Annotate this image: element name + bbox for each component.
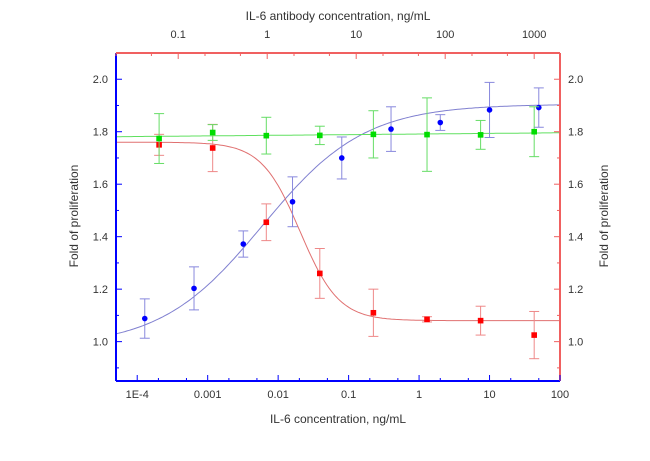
data-point xyxy=(477,317,484,324)
y-tick-label: 1.0 xyxy=(93,337,108,349)
data-point xyxy=(263,132,270,139)
data-point xyxy=(370,131,377,138)
data-point xyxy=(531,332,537,338)
x-tick-label: 0.01 xyxy=(267,389,288,401)
fit-curve-series-1 xyxy=(116,141,560,322)
data-point xyxy=(209,145,216,151)
x-tick-label: 0.1 xyxy=(341,389,356,401)
data-point xyxy=(141,315,148,322)
x-axis-label: IL-6 concentration, ng/mL xyxy=(270,412,406,426)
data-point xyxy=(156,135,162,142)
data-point xyxy=(531,128,537,135)
y2-tick-label: 1.8 xyxy=(568,127,583,139)
x2-tick-label: 1000 xyxy=(522,29,546,41)
y2-tick-label: 1.0 xyxy=(568,337,583,349)
y-tick-label: 1.2 xyxy=(93,284,108,296)
y-tick-label: 1.8 xyxy=(93,127,108,139)
y-axis-label: Fold of proliferation xyxy=(67,165,81,268)
data-point xyxy=(338,155,345,161)
x2-axis-label: IL-6 antibody concentration, ng/mL xyxy=(246,9,431,23)
data-point xyxy=(424,131,430,138)
y2-tick-label: 2.0 xyxy=(568,74,583,86)
x2-tick-label: 1 xyxy=(264,29,270,41)
x-tick-label: 0.001 xyxy=(194,389,222,401)
data-point xyxy=(209,129,216,136)
y-tick-label: 2.0 xyxy=(93,74,108,86)
data-point xyxy=(424,316,430,323)
fit-curve-series-2 xyxy=(116,132,560,138)
data-point xyxy=(437,119,444,126)
data-point xyxy=(191,285,197,292)
data-point xyxy=(370,309,377,316)
x2-tick-label: 100 xyxy=(436,29,454,41)
y2-tick-label: 1.6 xyxy=(568,179,583,191)
x2-tick-label: 0.1 xyxy=(171,29,186,41)
data-point xyxy=(388,126,394,132)
y2-tick-label: 1.4 xyxy=(568,232,583,244)
y2-tick-label: 1.2 xyxy=(568,284,583,296)
x2-tick-label: 10 xyxy=(350,29,362,41)
data-point xyxy=(240,241,247,247)
data-point xyxy=(263,219,270,226)
x-tick-label: 1E-4 xyxy=(126,389,149,401)
data-point xyxy=(289,198,296,205)
data-point xyxy=(317,270,323,277)
y2-axis-label: Fold of proliferation xyxy=(597,165,611,268)
x-tick-label: 10 xyxy=(483,389,495,401)
data-point xyxy=(486,107,493,113)
data-point xyxy=(317,132,323,139)
x-tick-label: 100 xyxy=(551,389,569,401)
y-tick-label: 1.6 xyxy=(93,179,108,191)
data-point xyxy=(535,104,542,111)
y-tick-label: 1.4 xyxy=(93,232,108,244)
fit-curve-series-0 xyxy=(115,104,560,335)
x-tick-label: 1 xyxy=(416,389,422,401)
data-point xyxy=(477,132,484,138)
